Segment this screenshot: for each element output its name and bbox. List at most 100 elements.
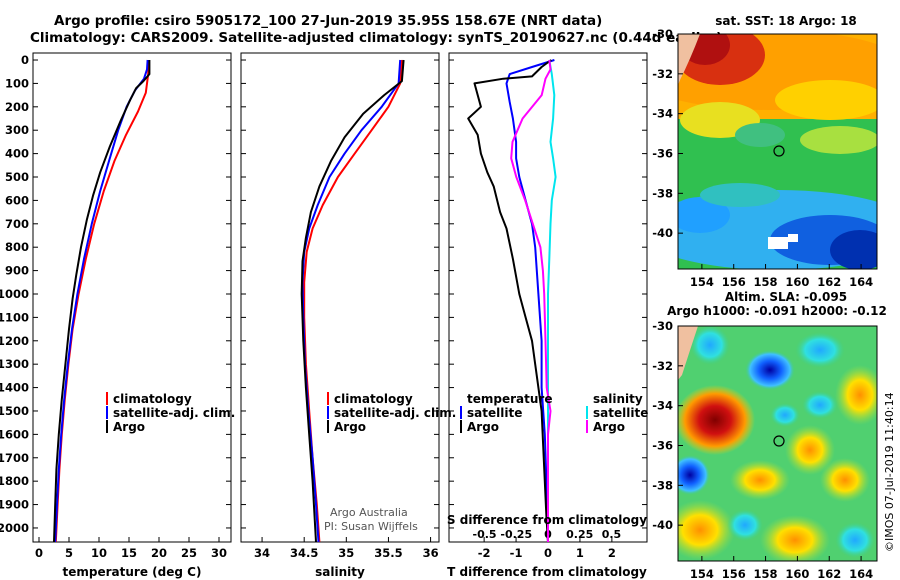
temperature-x-axis: 0 5 10 15 20 25 30 — [35, 537, 227, 560]
difference-line-s-argo — [510, 59, 552, 542]
s-difference-tick-label: 0.5 — [602, 528, 622, 541]
sst-map-field — [678, 34, 877, 269]
temperature-plot-frame — [32, 52, 232, 543]
sla-map: Altim. SLA: -0.095 Argo h1000: -0.091 h2… — [652, 290, 887, 580]
sst-argo-location-marker — [773, 145, 785, 157]
t-difference-tick-label: 2 — [608, 546, 616, 560]
depth-tick-label: 1600 — [0, 427, 29, 441]
depth-tick-label: 1700 — [0, 451, 29, 465]
depth-tick-label: 900 — [5, 264, 29, 278]
salinity-tick-label: 34.5 — [290, 546, 318, 560]
difference-line-t-argo — [467, 59, 552, 543]
sla-map-axes: 154 156 158 160 162 164 -30 -32 -34 -36 -38 -40 — [652, 319, 873, 580]
depth-tick-label: 2000 — [0, 521, 29, 535]
difference-panel: -2 -1 0 1 2-0.5 -0.25 0 0.25 0.5 T difference fr… — [447, 52, 648, 579]
depth-tick-label: 0 — [21, 53, 29, 67]
map-lat-tick-label: -30 — [652, 319, 673, 333]
difference-line-s-satellite — [547, 59, 557, 542]
temperature-tick-label: 30 — [211, 546, 227, 560]
t-difference-tick-label: -2 — [478, 546, 491, 560]
salinity-line-argo — [300, 59, 405, 543]
depth-axis: 0 100 200 300 400 500 600 700 800 900 1000 1100 1200… — [0, 53, 647, 535]
salinity-tick-label: 35 — [338, 546, 354, 560]
legend-t-satellite: satellite — [467, 406, 522, 420]
difference-line-t-satellite — [505, 59, 555, 543]
legend-s-argo: Argo — [593, 420, 625, 434]
temperature-tick-label: 5 — [65, 546, 73, 560]
credit-line-1: Argo Australia — [330, 506, 408, 519]
difference-legend-salinity: salinity satellite Argo — [586, 392, 648, 434]
sst-map: sat. SST: 18 Argo: 18 154 156 158 160 162 164… — [652, 14, 878, 289]
temperature-tick-label: 20 — [151, 546, 167, 560]
depth-tick-label: 700 — [5, 217, 29, 231]
header-line-2: Climatology: CARS2009. Satellite-adjuste… — [30, 30, 722, 46]
temperature-line-argo — [53, 60, 151, 543]
map-lon-tick-label: 158 — [754, 275, 778, 289]
sla-map-title: Altim. SLA: -0.095 — [725, 290, 847, 304]
sla-map-frame — [677, 325, 878, 562]
legend-satellite: satellite-adj. clim. — [334, 406, 456, 420]
salinity-panel: 34 34.5 35 35.5 36 salinity climatology sate… — [240, 52, 456, 579]
sla-map-field — [678, 326, 877, 561]
map-lon-tick-label: 154 — [690, 275, 714, 289]
map-lon-tick-label: 160 — [785, 275, 809, 289]
temperature-tick-label: 10 — [91, 546, 107, 560]
legend-argo: Argo — [334, 420, 366, 434]
depth-tick-label: 1800 — [0, 474, 29, 488]
salinity-plot-frame — [240, 52, 440, 543]
sla-argo-location-marker — [773, 435, 785, 447]
depth-tick-label: 1000 — [0, 287, 29, 301]
map-lat-tick-label: -32 — [652, 359, 673, 373]
salinity-axis-label: salinity — [315, 565, 365, 579]
map-lon-tick-label: 158 — [754, 567, 778, 580]
depth-tick-label: 1400 — [0, 381, 29, 395]
map-lat-tick-label: -38 — [652, 186, 673, 200]
legend-salinity-title: salinity — [593, 392, 643, 406]
sst-map-axes: 154 156 158 160 162 164 -30 -32 -34 -36 -38 -40 — [652, 27, 873, 289]
sst-map-title: sat. SST: 18 Argo: 18 — [715, 14, 857, 28]
map-lon-tick-label: 156 — [722, 567, 746, 580]
temperature-axis-label: temperature (deg C) — [63, 565, 202, 579]
depth-tick-label: 1900 — [0, 498, 29, 512]
legend-s-satellite: satellite — [593, 406, 648, 420]
depth-tick-label: 400 — [5, 147, 29, 161]
salinity-legend: climatology satellite-adj. clim. Argo — [327, 392, 456, 434]
sla-map-subtitle: Argo h1000: -0.091 h2000: -0.12 — [667, 304, 887, 318]
depth-tick-label: 600 — [5, 193, 29, 207]
depth-tick-label: 300 — [5, 123, 29, 137]
legend-temperature-title: temperature — [467, 392, 552, 406]
depth-tick-label: 1200 — [0, 334, 29, 348]
map-lat-tick-label: -30 — [652, 27, 673, 41]
map-lon-tick-label: 162 — [817, 567, 841, 580]
salinity-series — [300, 59, 405, 543]
s-difference-tick-label: 0.25 — [566, 528, 593, 541]
temperature-line-satellite-adj-clim- — [54, 59, 149, 543]
map-lat-tick-label: -34 — [652, 107, 673, 121]
map-lon-tick-label: 160 — [785, 567, 809, 580]
depth-tick-label: 800 — [5, 240, 29, 254]
legend-satellite: satellite-adj. clim. — [113, 406, 235, 420]
s-difference-tick-label: -0.25 — [500, 528, 532, 541]
salinity-axes: 34 34.5 35 35.5 36 — [254, 537, 439, 560]
depth-tick-label: 500 — [5, 170, 29, 184]
depth-tick-label: 1300 — [0, 357, 29, 371]
temperature-line-climatology — [54, 60, 150, 543]
t-difference-tick-label: 0 — [544, 546, 552, 560]
salinity-line-climatology — [303, 59, 403, 543]
t-difference-axis-label: T difference from climatology — [447, 565, 647, 579]
depth-tick-label: 200 — [5, 100, 29, 114]
salinity-tick-label: 34 — [254, 546, 270, 560]
map-lon-tick-label: 162 — [817, 275, 841, 289]
sst-map-frame — [677, 33, 878, 270]
map-lat-tick-label: -40 — [652, 518, 673, 532]
map-lat-tick-label: -34 — [652, 399, 673, 413]
difference-series — [467, 59, 557, 543]
temperature-series — [53, 59, 151, 543]
imos-stamp: ©IMOS 07-Jul-2019 11:40:14 — [883, 392, 896, 552]
temperature-tick-label: 15 — [121, 546, 137, 560]
legend-argo: Argo — [113, 420, 145, 434]
map-lat-tick-label: -36 — [652, 146, 673, 160]
map-lat-tick-label: -36 — [652, 438, 673, 452]
salinity-line-satellite-adj-clim- — [301, 59, 402, 543]
